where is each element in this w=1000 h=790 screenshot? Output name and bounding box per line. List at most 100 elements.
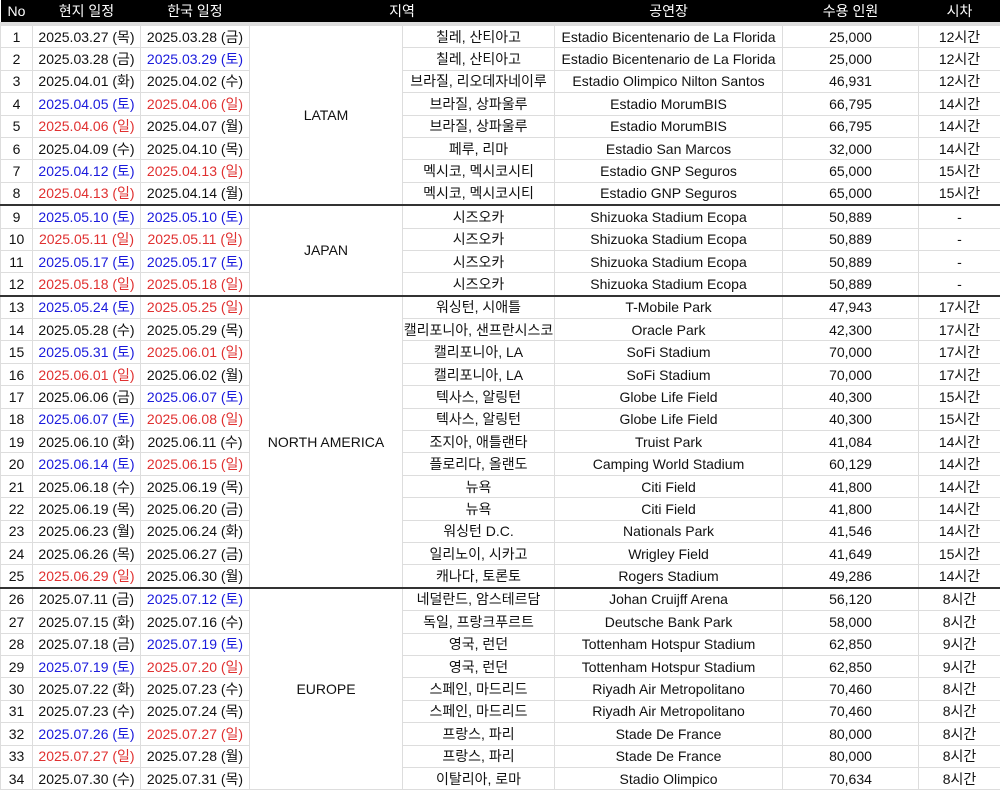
venue: Nationals Park [555, 520, 783, 542]
local-date: 2025.05.24 (토) [33, 296, 141, 319]
time-diff: 8시간 [919, 611, 1000, 633]
venue: Shizuoka Stadium Ecopa [555, 228, 783, 250]
row-no: 29 [1, 655, 33, 677]
local-date: 2025.07.19 (토) [33, 655, 141, 677]
local-date: 2025.05.17 (토) [33, 250, 141, 272]
row-no: 28 [1, 633, 33, 655]
capacity: 32,000 [783, 137, 919, 159]
korea-date: 2025.07.23 (수) [141, 678, 250, 700]
time-diff: 15시간 [919, 542, 1000, 564]
venue: Shizuoka Stadium Ecopa [555, 250, 783, 272]
capacity: 25,000 [783, 24, 919, 48]
region-cell: JAPAN [250, 205, 403, 296]
capacity: 80,000 [783, 723, 919, 745]
header-local-date: 현지 일정 [33, 0, 141, 24]
row-no: 20 [1, 453, 33, 475]
korea-date: 2025.06.02 (월) [141, 363, 250, 385]
time-diff: 15시간 [919, 408, 1000, 430]
local-date: 2025.04.09 (수) [33, 137, 141, 159]
row-no: 17 [1, 386, 33, 408]
row-no: 13 [1, 296, 33, 319]
capacity: 60,129 [783, 453, 919, 475]
local-date: 2025.07.22 (화) [33, 678, 141, 700]
time-diff: 14시간 [919, 431, 1000, 453]
capacity: 70,000 [783, 341, 919, 363]
korea-date: 2025.05.29 (목) [141, 319, 250, 341]
header-row: No 현지 일정 한국 일정 지역 공연장 수용 인원 시차 [1, 0, 1000, 24]
local-date: 2025.05.18 (일) [33, 273, 141, 296]
time-diff: 15시간 [919, 182, 1000, 205]
city: 뉴욕 [403, 498, 555, 520]
local-date: 2025.06.29 (일) [33, 565, 141, 588]
time-diff: 9시간 [919, 655, 1000, 677]
capacity: 66,795 [783, 93, 919, 115]
korea-date: 2025.06.24 (화) [141, 520, 250, 542]
venue: Truist Park [555, 431, 783, 453]
time-diff: 15시간 [919, 160, 1000, 182]
venue: SoFi Stadium [555, 341, 783, 363]
row-no: 16 [1, 363, 33, 385]
korea-date: 2025.07.27 (일) [141, 723, 250, 745]
row-no: 2 [1, 48, 33, 70]
city: 워싱턴 D.C. [403, 520, 555, 542]
local-date: 2025.06.26 (목) [33, 542, 141, 564]
venue: Estadio San Marcos [555, 137, 783, 159]
row-no: 6 [1, 137, 33, 159]
capacity: 50,889 [783, 273, 919, 296]
city: 프랑스, 파리 [403, 723, 555, 745]
city: 캘리포니아, LA [403, 341, 555, 363]
time-diff: 8시간 [919, 588, 1000, 611]
row-no: 14 [1, 319, 33, 341]
capacity: 41,649 [783, 542, 919, 564]
capacity: 41,800 [783, 498, 919, 520]
time-diff: 17시간 [919, 363, 1000, 385]
korea-date: 2025.07.24 (목) [141, 700, 250, 722]
local-date: 2025.06.14 (토) [33, 453, 141, 475]
city: 텍사스, 알링턴 [403, 408, 555, 430]
time-diff: - [919, 228, 1000, 250]
time-diff: 14시간 [919, 453, 1000, 475]
time-diff: - [919, 250, 1000, 272]
city: 브라질, 상파울루 [403, 115, 555, 137]
venue: Riyadh Air Metropolitano [555, 700, 783, 722]
korea-date: 2025.04.14 (월) [141, 182, 250, 205]
row-no: 15 [1, 341, 33, 363]
venue: Riyadh Air Metropolitano [555, 678, 783, 700]
capacity: 46,931 [783, 70, 919, 92]
korea-date: 2025.06.08 (일) [141, 408, 250, 430]
time-diff: 14시간 [919, 115, 1000, 137]
korea-date: 2025.07.12 (토) [141, 588, 250, 611]
local-date: 2025.03.28 (금) [33, 48, 141, 70]
capacity: 70,460 [783, 678, 919, 700]
city: 캘리포니아, 샌프란시스코 [403, 319, 555, 341]
venue: Estadio MorumBIS [555, 115, 783, 137]
row-no: 30 [1, 678, 33, 700]
city: 네덜란드, 암스테르담 [403, 588, 555, 611]
capacity: 62,850 [783, 655, 919, 677]
time-diff: 8시간 [919, 723, 1000, 745]
korea-date: 2025.07.31 (목) [141, 767, 250, 789]
local-date: 2025.03.27 (목) [33, 24, 141, 48]
city: 페루, 리마 [403, 137, 555, 159]
row-no: 3 [1, 70, 33, 92]
venue: Citi Field [555, 498, 783, 520]
local-date: 2025.04.01 (화) [33, 70, 141, 92]
capacity: 65,000 [783, 160, 919, 182]
korea-date: 2025.03.29 (토) [141, 48, 250, 70]
time-diff: 17시간 [919, 296, 1000, 319]
local-date: 2025.05.11 (일) [33, 228, 141, 250]
venue: Shizuoka Stadium Ecopa [555, 273, 783, 296]
city: 조지아, 애틀랜타 [403, 431, 555, 453]
korea-date: 2025.06.19 (목) [141, 475, 250, 497]
row-no: 19 [1, 431, 33, 453]
row-no: 8 [1, 182, 33, 205]
